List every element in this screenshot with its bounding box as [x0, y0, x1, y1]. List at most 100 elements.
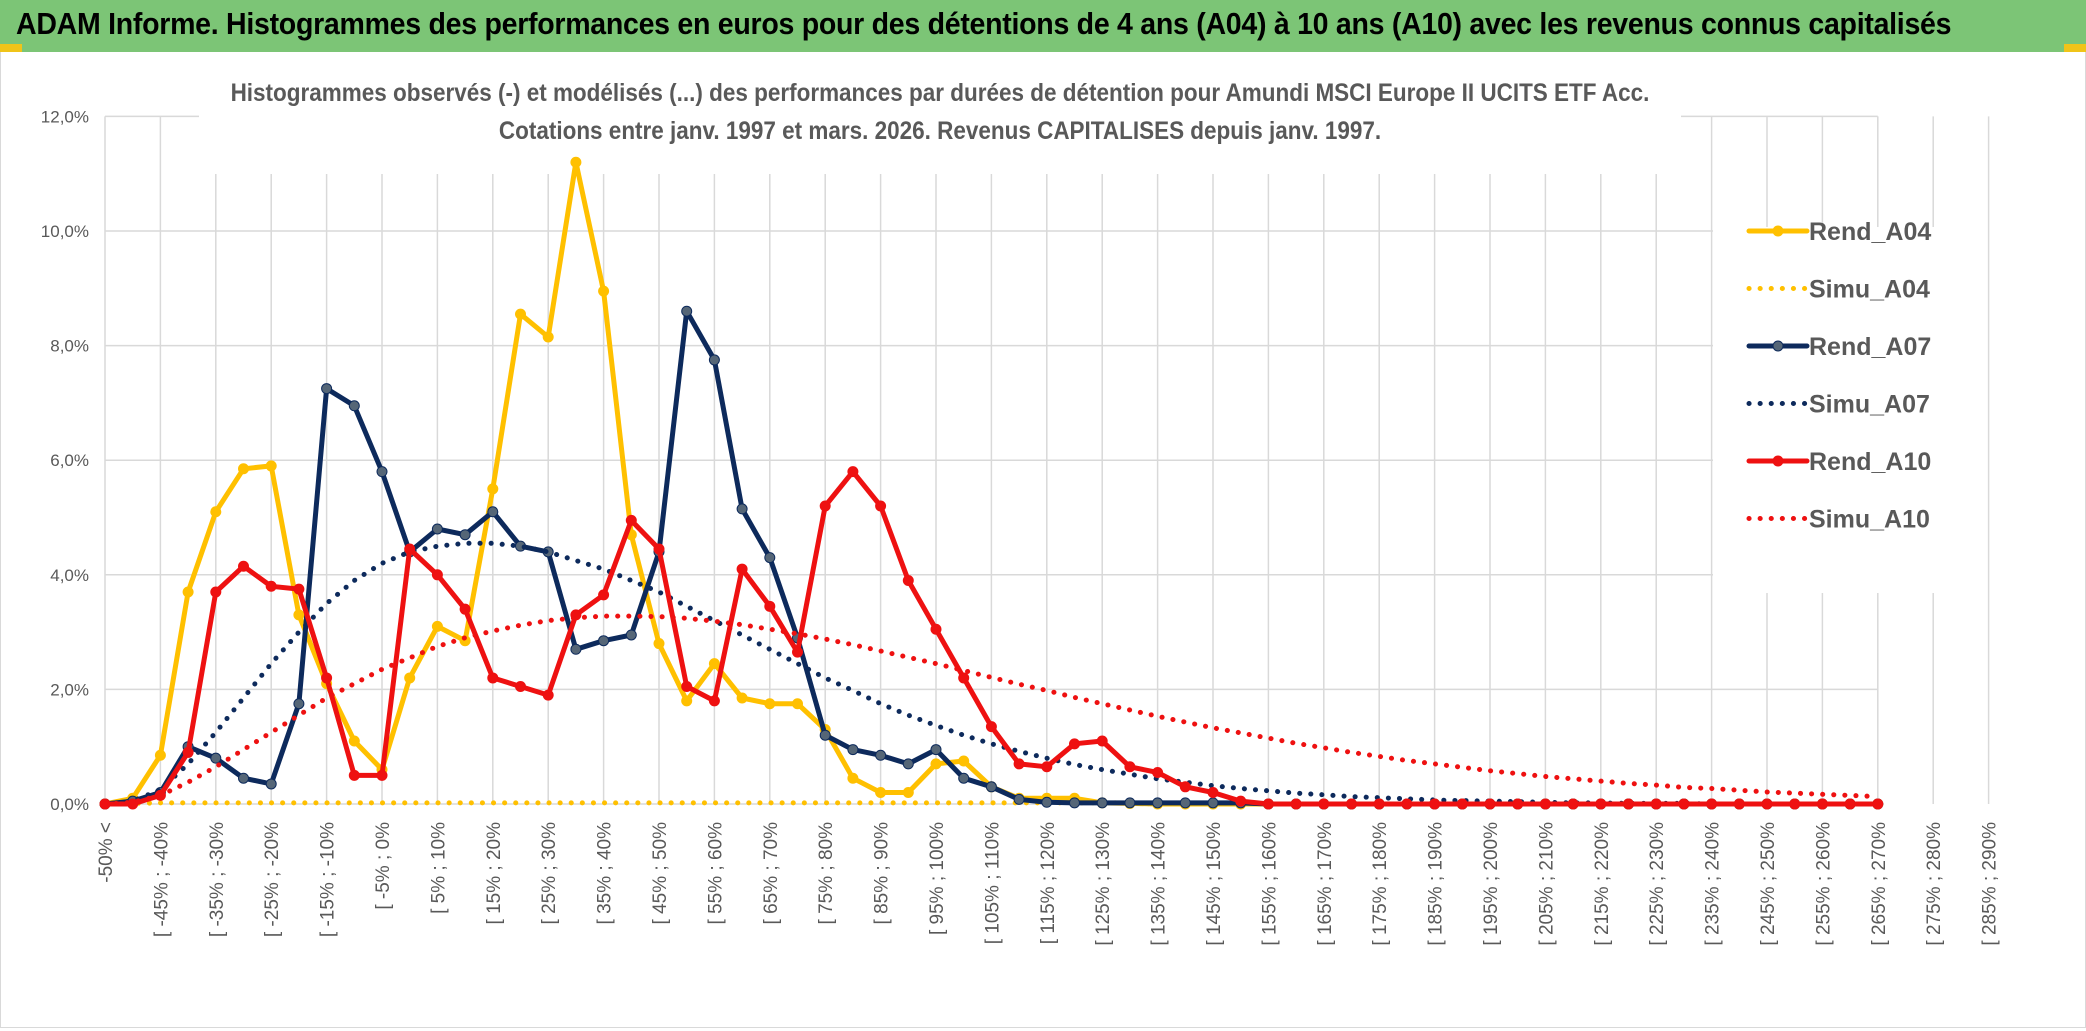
data-point-rend_a04: [431, 620, 443, 632]
data-point-rend_a07: [210, 752, 222, 764]
data-point-rend_a10: [958, 672, 970, 684]
x-tick-label: [ 205% ; 210%: [1536, 822, 1557, 946]
data-point-rend_a10: [653, 543, 665, 555]
data-point-rend_a10: [792, 646, 803, 658]
data-point-rend_a10: [1373, 798, 1385, 810]
data-point-rend_a04: [404, 672, 416, 684]
header-banner: ADAM Informe. Histogrammes des performan…: [0, 0, 2086, 52]
data-point-rend_a07: [902, 758, 914, 770]
data-point-rend_a10: [875, 500, 887, 512]
x-tick-label: [ 155% ; 160%: [1259, 822, 1280, 946]
data-point-rend_a04: [570, 156, 582, 168]
data-point-rend_a07: [958, 772, 970, 784]
data-point-rend_a07: [431, 523, 443, 535]
x-tick-label: [ 35% ; 40%: [595, 822, 616, 925]
legend-label-simu_a04: Simu_A04: [1809, 276, 1930, 304]
data-point-rend_a07: [1069, 797, 1080, 809]
data-point-rend_a10: [1595, 798, 1607, 810]
data-point-rend_a07: [570, 643, 582, 655]
data-point-rend_a10: [265, 580, 277, 592]
data-point-rend_a04: [708, 658, 720, 670]
data-point-rend_a07: [598, 635, 610, 647]
data-point-rend_a10: [1235, 795, 1247, 807]
x-tick-label: [ 95% ; 100%: [927, 822, 948, 935]
data-point-rend_a10: [321, 672, 333, 684]
x-tick-label: [ 55% ; 60%: [705, 822, 726, 925]
legend-label-simu_a07: Simu_A07: [1809, 391, 1930, 419]
data-point-rend_a10: [1041, 761, 1053, 773]
x-tick-label: [ -35% ; -30%: [207, 822, 228, 937]
data-point-rend_a10: [1872, 798, 1884, 810]
data-point-rend_a10: [930, 623, 942, 635]
x-tick-label: [ 175% ; 180%: [1370, 822, 1391, 946]
legend-label-simu_a10: Simu_A10: [1809, 506, 1930, 534]
data-point-rend_a10: [348, 769, 360, 781]
data-point-rend_a07: [1096, 797, 1108, 809]
data-point-rend_a10: [1761, 798, 1773, 810]
y-tick-label: 10,0%: [41, 222, 89, 241]
legend-label-rend_a10: Rend_A10: [1809, 448, 1931, 476]
x-tick-label: [ 105% ; 110%: [982, 822, 1003, 944]
data-point-rend_a07: [847, 744, 859, 756]
x-tick-label: [ 75% ; 80%: [816, 822, 837, 925]
data-point-rend_a10: [487, 672, 499, 684]
data-point-rend_a10: [1512, 798, 1524, 810]
data-point-rend_a07: [736, 503, 748, 515]
legend-marker-rend_a10: [1772, 455, 1784, 467]
data-point-rend_a07: [265, 778, 277, 790]
data-point-rend_a04: [902, 787, 914, 799]
data-point-rend_a10: [1456, 798, 1468, 810]
data-point-rend_a10: [1124, 761, 1136, 773]
data-point-rend_a10: [681, 681, 693, 693]
data-point-rend_a10: [1207, 787, 1219, 799]
data-point-rend_a04: [487, 483, 499, 495]
x-tick-label: [ 145% ; 150%: [1204, 822, 1225, 946]
data-point-rend_a07: [321, 383, 333, 395]
x-tick-label: [ -45% ; -40%: [151, 822, 172, 937]
data-point-rend_a10: [1290, 798, 1302, 810]
data-point-rend_a10: [1152, 766, 1164, 778]
data-point-rend_a10: [376, 769, 388, 781]
data-point-rend_a10: [404, 543, 416, 555]
data-point-rend_a10: [293, 583, 305, 595]
data-point-rend_a07: [930, 744, 942, 756]
legend-label-rend_a07: Rend_A07: [1809, 333, 1931, 361]
series-line-simu_a07: [102, 540, 1881, 807]
data-point-rend_a04: [238, 463, 249, 475]
data-point-rend_a04: [348, 735, 360, 747]
data-point-rend_a04: [515, 308, 526, 320]
data-point-rend_a04: [542, 331, 554, 343]
data-point-rend_a07: [293, 698, 305, 710]
data-point-rend_a10: [764, 600, 776, 612]
data-point-rend_a10: [1650, 798, 1662, 810]
data-point-rend_a07: [764, 552, 776, 564]
legend-marker-rend_a07: [1772, 340, 1784, 352]
data-point-rend_a07: [625, 629, 637, 641]
data-point-rend_a10: [819, 500, 831, 512]
data-point-rend_a07: [819, 729, 831, 741]
grid: [104, 115, 1990, 805]
data-point-rend_a04: [736, 692, 748, 704]
data-point-rend_a10: [1013, 758, 1025, 770]
data-point-rend_a10: [1706, 798, 1718, 810]
y-tick-label: 12,0%: [41, 107, 89, 126]
x-tick-label: [ 25% ; 30%: [539, 822, 560, 925]
y-tick-label: 2,0%: [50, 680, 89, 699]
x-tick-label: [ -25% ; -20%: [262, 822, 283, 937]
data-point-rend_a04: [653, 638, 665, 650]
data-point-rend_a10: [1733, 798, 1745, 810]
data-point-rend_a10: [1678, 798, 1690, 810]
data-point-rend_a10: [515, 681, 526, 693]
data-point-rend_a04: [764, 698, 776, 710]
banner-corner-right: [2064, 44, 2086, 52]
data-point-rend_a04: [598, 285, 610, 297]
data-point-rend_a07: [376, 466, 388, 478]
data-point-rend_a07: [1041, 796, 1053, 808]
data-point-rend_a04: [681, 695, 693, 707]
data-point-rend_a07: [459, 529, 471, 541]
data-point-rend_a07: [985, 781, 997, 793]
data-point-rend_a04: [265, 460, 277, 472]
banner-corner-left: [0, 44, 22, 52]
data-point-rend_a10: [1069, 738, 1080, 750]
x-tick-label: [ 265% ; 270%: [1869, 822, 1890, 946]
